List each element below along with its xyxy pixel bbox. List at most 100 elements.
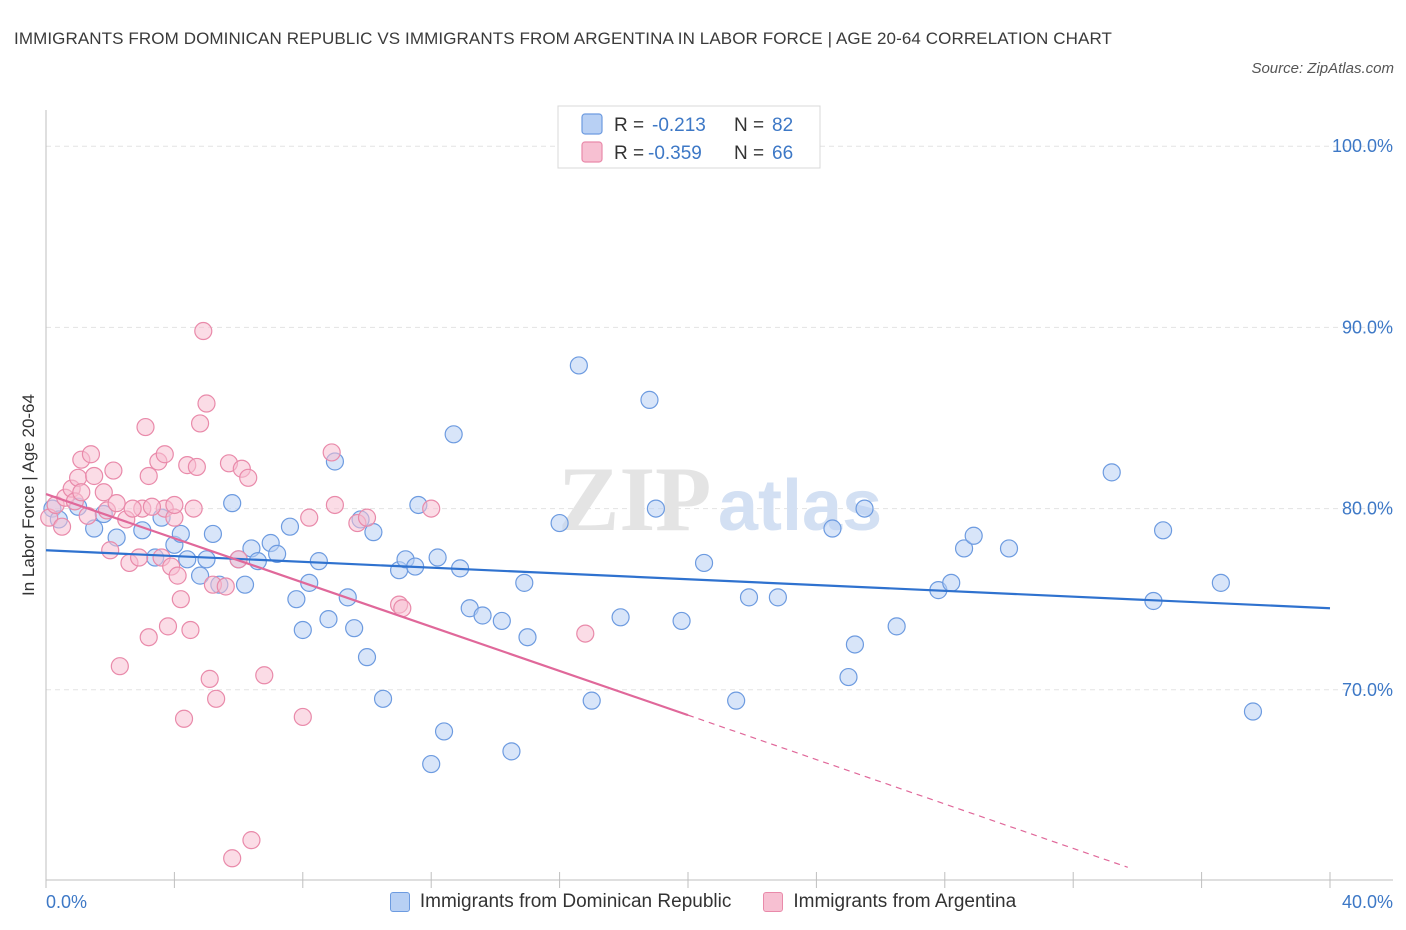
- point-dominican: [518, 628, 537, 647]
- point-argentina: [171, 590, 190, 609]
- point-argentina: [136, 417, 155, 437]
- point-dominican: [694, 553, 714, 573]
- point-dominican: [839, 667, 858, 687]
- point-argentina: [107, 494, 126, 513]
- point-dominican: [444, 425, 463, 444]
- point-argentina: [325, 495, 344, 515]
- y-axis-title: In Labor Force | Age 20-64: [19, 394, 38, 596]
- point-argentina: [142, 497, 162, 516]
- legend-r-label-argentina: R =: [614, 143, 644, 164]
- point-dominican: [357, 648, 377, 667]
- watermark-zip: ZIP: [558, 448, 711, 550]
- y-tick-label: 90.0%: [1342, 317, 1393, 337]
- y-tick-label: 80.0%: [1342, 499, 1393, 519]
- point-dominican: [515, 573, 534, 592]
- point-dominican: [954, 539, 974, 558]
- point-argentina: [123, 499, 142, 518]
- point-dominican: [823, 519, 842, 538]
- point-argentina: [293, 707, 312, 727]
- point-argentina: [242, 831, 261, 850]
- point-argentina: [158, 617, 178, 636]
- point-dominican: [473, 606, 492, 625]
- series-legend-label-argentina: Immigrants from Argentina: [793, 891, 1017, 912]
- point-dominican: [964, 526, 983, 545]
- point-dominican: [502, 742, 521, 761]
- point-dominican: [1211, 573, 1230, 592]
- legend-n-value-argentina: 66: [772, 143, 793, 164]
- point-argentina: [200, 669, 219, 688]
- point-argentina: [300, 508, 319, 527]
- point-dominican: [428, 548, 447, 567]
- point-dominican: [223, 494, 242, 513]
- point-dominican: [640, 390, 659, 409]
- legend-r-value-argentina: -0.359: [648, 143, 702, 164]
- trend-line-dominican: [45, 549, 1331, 610]
- points-layer: [40, 321, 1263, 868]
- point-argentina: [255, 666, 274, 685]
- point-dominican: [727, 691, 746, 710]
- point-argentina: [129, 548, 149, 567]
- point-dominican: [582, 691, 601, 710]
- trend-layer: [45, 493, 1331, 868]
- x-tick-label: 0.0%: [46, 892, 87, 912]
- series-legend: Immigrants from Dominican Republic Immig…: [0, 888, 1406, 916]
- point-argentina: [239, 468, 258, 487]
- point-dominican: [235, 575, 255, 594]
- legend-r-label-dominican: R =: [614, 115, 644, 136]
- point-dominican: [550, 513, 569, 533]
- watermark: ZIP atlas: [558, 448, 882, 550]
- grid-layer: [46, 145, 1390, 691]
- trend-extension-argentina: [687, 714, 1128, 868]
- point-argentina: [52, 517, 72, 536]
- point-dominican: [569, 356, 588, 375]
- point-argentina: [94, 483, 113, 502]
- point-dominican: [280, 517, 300, 536]
- point-dominican: [845, 635, 865, 654]
- legend-n-label-dominican: N =: [734, 115, 764, 136]
- point-dominican: [197, 550, 216, 569]
- point-argentina: [85, 466, 104, 486]
- point-dominican: [203, 524, 223, 544]
- legend-n-label-argentina: N =: [734, 143, 764, 164]
- legend-swatch-dominican: [581, 113, 603, 135]
- legend-r-value-dominican: -0.213: [652, 115, 706, 136]
- source-label: Source: ZipAtlas.com: [1251, 60, 1394, 77]
- point-argentina: [174, 709, 194, 728]
- series-legend-item-argentina: Immigrants from Argentina: [763, 891, 1016, 913]
- point-argentina: [181, 620, 200, 640]
- series-legend-swatch-argentina: [763, 892, 784, 912]
- point-argentina: [216, 577, 235, 596]
- point-dominican: [309, 552, 328, 571]
- y-tick-label: 70.0%: [1342, 680, 1393, 700]
- series-legend-item-dominican: Immigrants from Dominican Republic: [389, 891, 731, 913]
- trend-line-argentina: [45, 493, 689, 717]
- point-argentina: [168, 566, 187, 585]
- point-argentina: [155, 445, 174, 464]
- point-dominican: [611, 608, 630, 627]
- x-tick-label: 40.0%: [1342, 892, 1393, 912]
- point-dominican: [345, 619, 364, 638]
- y-tick-label: 100.0%: [1332, 136, 1393, 156]
- point-argentina: [223, 849, 242, 868]
- point-argentina: [104, 461, 123, 480]
- point-argentina: [207, 689, 226, 708]
- point-argentina: [184, 499, 203, 518]
- point-argentina: [139, 466, 158, 486]
- point-argentina: [576, 624, 595, 643]
- point-dominican: [178, 550, 197, 569]
- point-dominican: [293, 620, 312, 640]
- point-dominican: [434, 722, 454, 741]
- point-dominican: [887, 617, 906, 636]
- point-argentina: [72, 483, 91, 502]
- point-argentina: [190, 414, 210, 433]
- legend-box: R = -0.213 N = 82 R = -0.359 N = 66: [557, 105, 821, 169]
- point-dominican: [999, 539, 1019, 558]
- chart-title: IMMIGRANTS FROM DOMINICAN REPUBLIC VS IM…: [14, 29, 1113, 48]
- point-dominican: [1102, 463, 1121, 482]
- point-dominican: [672, 611, 691, 631]
- point-dominican: [855, 499, 874, 518]
- point-argentina: [110, 657, 129, 676]
- point-argentina: [101, 541, 120, 560]
- point-dominican: [268, 544, 287, 563]
